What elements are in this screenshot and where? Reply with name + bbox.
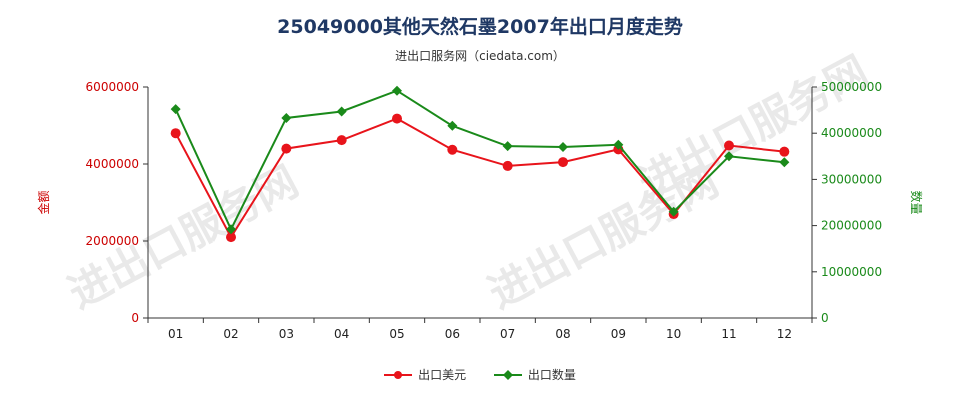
x-axis-tick-label: 11 [721, 327, 736, 341]
x-axis-tick-label: 07 [500, 327, 515, 341]
legend-label-quantity: 出口数量 [527, 368, 576, 382]
legend-swatch-quantity [493, 369, 522, 380]
data-point-amount [281, 143, 292, 154]
x-axis-tick-label: 12 [777, 327, 792, 341]
legend-item-amount[interactable]: 出口美元 [384, 366, 466, 383]
data-point-amount [724, 140, 734, 151]
x-axis-tick-label: 04 [334, 327, 349, 341]
right-axis-tick-label: 30000000 [821, 172, 882, 186]
data-point-amount [447, 144, 458, 155]
data-point-quantity [502, 141, 513, 152]
x-axis-tick-label: 01 [168, 327, 183, 341]
right-axis-tick-label: 50000000 [821, 80, 882, 94]
data-point-quantity [558, 142, 568, 153]
data-point-amount [779, 146, 790, 157]
data-point-quantity [613, 139, 624, 150]
x-axis-tick-label: 06 [445, 327, 460, 341]
right-axis-tick-label: 0 [821, 311, 829, 325]
left-axis-tick-label: 6000000 [86, 80, 139, 94]
right-axis-tick-label: 20000000 [821, 219, 882, 233]
x-axis-tick-label: 02 [223, 327, 238, 341]
series-line-quantity [174, 89, 785, 232]
data-point-quantity [170, 104, 181, 115]
data-point-amount [502, 160, 513, 171]
data-point-quantity [281, 112, 292, 123]
data-point-quantity [392, 85, 402, 96]
legend-label-amount: 出口美元 [418, 368, 467, 382]
legend-swatch-amount [384, 370, 413, 379]
x-axis-tick-label: 10 [666, 327, 681, 341]
data-point-quantity [724, 151, 734, 162]
data-point-quantity [668, 206, 679, 217]
data-point-amount [170, 128, 181, 139]
data-point-amount [392, 113, 402, 124]
data-point-quantity [226, 224, 236, 235]
right-axis-label: 数量 [909, 190, 924, 214]
data-point-quantity [336, 106, 347, 117]
chart-title: 25049000其他天然石墨2007年出口月度走势 [277, 16, 683, 38]
left-axis-tick-label: 2000000 [86, 234, 139, 248]
x-axis-tick-label: 09 [611, 327, 626, 341]
right-axis-tick-label: 10000000 [821, 265, 882, 279]
data-point-quantity [779, 157, 790, 168]
data-point-amount [558, 157, 568, 168]
left-axis-tick-label: 4000000 [86, 157, 139, 171]
data-point-amount [336, 135, 347, 146]
x-axis-tick-label: 03 [279, 327, 294, 341]
right-axis-tick-label: 40000000 [821, 126, 882, 140]
left-axis-label: 金额 [36, 190, 51, 214]
x-axis-tick-label: 05 [389, 327, 404, 341]
legend-item-quantity[interactable]: 出口数量 [493, 366, 576, 383]
data-point-amount [226, 232, 236, 243]
data-point-quantity [447, 120, 458, 131]
left-axis-tick-label: 0 [131, 311, 139, 325]
chart-subtitle: 进出口服务网（ciedata.com） [395, 49, 565, 63]
x-axis-tick-label: 08 [555, 327, 570, 341]
chart-legend: 出口美元 出口数量 [0, 366, 960, 384]
